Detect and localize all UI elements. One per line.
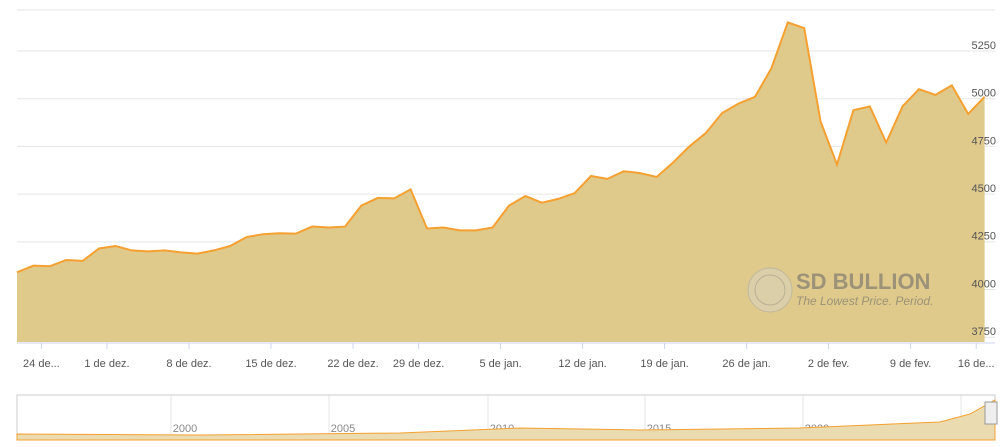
x-tick-label: 29 de dez. xyxy=(393,358,444,370)
x-tick-label: 26 de jan. xyxy=(722,358,770,370)
watermark-brand: SD BULLION xyxy=(796,269,930,294)
x-tick-label: 24 de... xyxy=(23,358,60,370)
navigator-series xyxy=(16,399,996,441)
x-tick-label: 19 de jan. xyxy=(640,358,688,370)
y-tick-label: 5250 xyxy=(972,40,996,52)
y-tick-label: 4500 xyxy=(972,183,996,195)
x-tick-label: 1 de dez. xyxy=(84,358,129,370)
y-tick-label: 3750 xyxy=(972,326,996,338)
area-line xyxy=(16,21,986,274)
watermark-slogan: The Lowest Price. Period. xyxy=(796,294,933,308)
watermark-coin-ring xyxy=(754,274,786,306)
navigator-label: 2005 xyxy=(331,423,355,435)
x-tick-label: 5 de jan. xyxy=(479,358,521,370)
x-tick-label: 15 de dez. xyxy=(245,358,296,370)
watermark: SD BULLION The Lowest Price. Period. xyxy=(747,267,933,313)
navigator-label: 2000 xyxy=(173,423,197,435)
x-tick-label: 9 de fev. xyxy=(890,358,931,370)
x-tick-label: 16 de... xyxy=(958,358,995,370)
x-tick-label: 22 de dez. xyxy=(327,358,378,370)
y-tick-label: 4000 xyxy=(972,278,996,290)
x-tick-label: 8 de dez. xyxy=(166,358,211,370)
navigator-handle[interactable] xyxy=(984,401,998,425)
y-tick-label: 4250 xyxy=(972,231,996,243)
y-tick-label: 4750 xyxy=(972,135,996,147)
y-tick-label: 5000 xyxy=(972,88,996,100)
x-tick-label: 12 de jan. xyxy=(558,358,606,370)
x-tick-label: 2 de fev. xyxy=(808,358,849,370)
watermark-coin xyxy=(747,267,793,313)
plot: 3750 4000 4250 4500 4750 5000 5250 24 de... 1 de… xyxy=(16,9,996,440)
